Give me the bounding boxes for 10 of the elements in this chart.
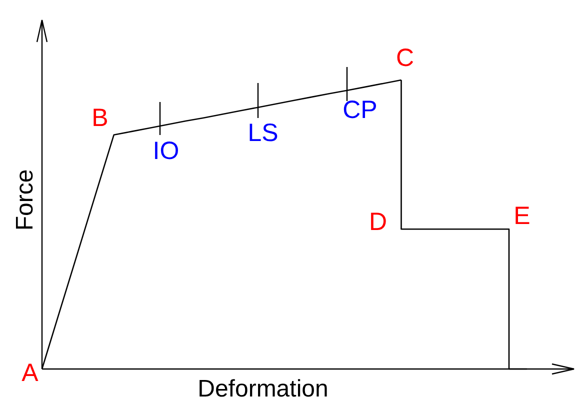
annotation: CP: [342, 96, 378, 124]
annotation: B: [92, 104, 108, 132]
annotation: A: [22, 359, 39, 387]
x-axis-title: Deformation: [198, 376, 328, 402]
annotation: E: [514, 202, 530, 230]
annotation: D: [368, 208, 388, 236]
annotation: IO: [152, 137, 180, 165]
y-axis-title: Force: [12, 169, 38, 231]
annotation: LS: [248, 119, 278, 147]
text: C: [396, 44, 414, 72]
